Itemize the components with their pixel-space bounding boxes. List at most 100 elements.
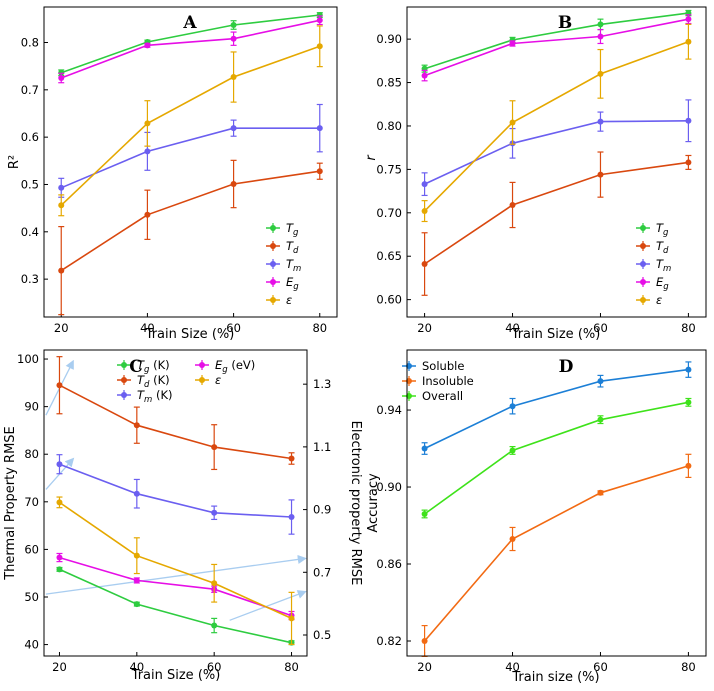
panel-c: 20 40 60 80 40 50 60 70 80 90 100 0.5 0.7 0.9 1.1 1.3 Tg… [3, 349, 363, 683]
panel-a-xtick-label-1: 40 [140, 321, 155, 335]
panel-c-xtick-label-2: 60 [207, 660, 222, 674]
panel-d-ytick-label-2: 0.90 [376, 480, 402, 494]
panel-c-legend-marker-0 [121, 362, 127, 368]
panel-d-series-soluble-point-0 [421, 445, 428, 452]
panel-a-series-eps-point-3 [316, 43, 323, 50]
panel-a-xlabel: Train Size (%) [145, 327, 235, 342]
panel-b-legend-label-3: Eg [656, 275, 669, 292]
panel-d-series-soluble-line [424, 368, 689, 450]
panel-b-series-td-point-2 [597, 171, 604, 178]
panel-a-ytick-label-1: 0.4 [21, 225, 39, 239]
panel-c-series-td-point-3 [288, 455, 295, 462]
panel-d-series-overall-point-1 [509, 447, 516, 454]
panel-d: 20 40 60 80 0.82 0.86 0.90 0.94 SolubleInsoluble… [366, 349, 707, 685]
panel-b-series-eg-point-1 [509, 40, 516, 47]
panel-c-legend-marker-3 [199, 362, 205, 368]
panel-c-series-tg-point-0 [56, 566, 63, 573]
panel-c-y2tick-label-0: 0.5 [313, 628, 331, 642]
panel-c-legend-label-3: Eg (eV) [215, 358, 255, 375]
panel-a-legend-label-1: Td [286, 239, 299, 256]
panel-a-ytick-label-3: 0.6 [21, 130, 39, 144]
panel-a-legend-marker-1 [270, 243, 276, 249]
panel-b-frame [406, 6, 707, 318]
panel-a-series-tm-point-0 [58, 184, 65, 191]
panel-a-series-eg-point-0 [58, 74, 65, 81]
panel-a-ytick-label-4: 0.7 [21, 83, 39, 97]
panel-b-series-tg-point-2 [597, 21, 604, 28]
panel-b-legend-label-4: ε [656, 293, 662, 307]
panel-c-legend-label-1: Td (K) [137, 373, 170, 390]
panel-c-series-eps-point-1 [133, 552, 140, 559]
panel-c-series-eps-point-2 [211, 580, 218, 587]
panel-c-ytick-label-6: 100 [17, 352, 39, 366]
panel-c-ytick-label-1: 50 [24, 590, 39, 604]
panel-b-ytick-label-0: 0.60 [376, 293, 402, 307]
panel-a-series-eg-line [60, 19, 320, 79]
panel-b-legend-marker-3 [640, 279, 646, 285]
panel-a-ytick-label-0: 0.3 [21, 272, 39, 286]
panel-d-series-insoluble-point-0 [421, 637, 428, 644]
panel-b-series-eg-point-2 [597, 33, 604, 40]
panel-d-series-insoluble-point-2 [597, 489, 604, 496]
panel-b-series-eg-line [424, 18, 689, 77]
panel-d-series-soluble-point-1 [509, 403, 516, 410]
panel-c-ylabel: Thermal Property RMSE [3, 426, 18, 581]
panel-c-legend-label-2: Tm (K) [137, 388, 172, 405]
panel-a-series-td-point-1 [144, 211, 151, 218]
panel-b-ytick-label-4: 0.80 [376, 119, 402, 133]
panel-c-xlabel: Train Size (%) [131, 668, 221, 683]
panel-b-series-eps-point-2 [597, 70, 604, 77]
panel-b-series-eg-point-0 [421, 72, 428, 79]
panel-c-legend-marker-4 [199, 377, 205, 383]
panel-c-series-eg-point-0 [56, 554, 63, 561]
panel-a-legend-marker-2 [270, 261, 276, 267]
panel-c-ytick-label-3: 70 [24, 495, 39, 509]
panel-d-series-overall-point-3 [685, 399, 692, 406]
panel-b: 20 40 60 80 0.60 0.65 0.70 0.75 0.80 0.85 0.90 TgTd… [364, 6, 707, 342]
panel-c-ytick-label-4: 80 [24, 447, 39, 461]
panel-a-series-tm-point-2 [230, 125, 237, 132]
panel-b-series-eg-point-3 [685, 16, 692, 23]
panel-a-legend-label-0: Tg [286, 221, 299, 238]
panel-d-series-overall-line [424, 401, 689, 515]
panel-b-series-td-point-0 [421, 261, 428, 268]
panel-b-xtick-label-1: 40 [505, 321, 520, 335]
panel-a-legend-marker-4 [270, 297, 276, 303]
panel-b-ytick-label-5: 0.85 [376, 76, 402, 90]
panel-b-ytick-label-2: 0.70 [376, 206, 402, 220]
panel-b-series-td-point-1 [509, 201, 516, 208]
panel-c-ytick-label-5: 90 [24, 400, 39, 414]
panel-b-legend-marker-4 [640, 297, 646, 303]
panel-d-ytick-label-0: 0.82 [376, 634, 402, 648]
panel-b-xtick-label-0: 20 [417, 321, 432, 335]
panel-b-series-eps-point-3 [685, 38, 692, 45]
panel-a-series-td-point-2 [230, 181, 237, 188]
panel-d-xtick-label-2: 60 [593, 660, 608, 674]
panel-b-series-eps-point-1 [509, 119, 516, 126]
panel-c-y2tick-label-4: 1.3 [313, 377, 331, 391]
panel-c-series-td-point-1 [133, 422, 140, 429]
panel-c-xtick-label-1: 40 [130, 660, 145, 674]
panel-c-series-td-point-0 [56, 382, 63, 389]
panel-b-series-tm-point-2 [597, 118, 604, 125]
panel-d-ytick-label-1: 0.86 [376, 557, 402, 571]
panel-d-xtick-label-0: 20 [417, 660, 432, 674]
panel-a-series-eps-point-0 [58, 202, 65, 209]
panel-c-series-tm-point-2 [211, 509, 218, 516]
panel-c-legend-label-0: Tg (K) [137, 358, 170, 375]
panel-d-xtick-label-3: 80 [681, 660, 696, 674]
panel-c-plot-area: 20 40 60 80 40 50 60 70 80 90 100 0.5 0.7 0.9 1.1 1.3 Tg… [17, 352, 331, 674]
panel-d-legend-label-2: Overall [422, 389, 463, 403]
panel-d-legend-label-0: Soluble [422, 359, 464, 373]
panel-a-series-tg-line [60, 14, 320, 74]
panel-c-annotation-arrow-3 [229, 590, 307, 621]
panel-c-series-td-point-2 [211, 444, 218, 451]
panel-c-frame [43, 349, 308, 657]
panel-c-y2label: Electronic property RMSE [348, 421, 363, 586]
panel-d-ytick-label-3: 0.94 [376, 403, 402, 417]
panel-a-legend-label-2: Tm [286, 257, 301, 274]
panel-d-plot-area: 20 40 60 80 0.82 0.86 0.90 0.94 SolubleInsoluble… [376, 359, 695, 674]
panel-a-series-td-line [60, 170, 320, 272]
